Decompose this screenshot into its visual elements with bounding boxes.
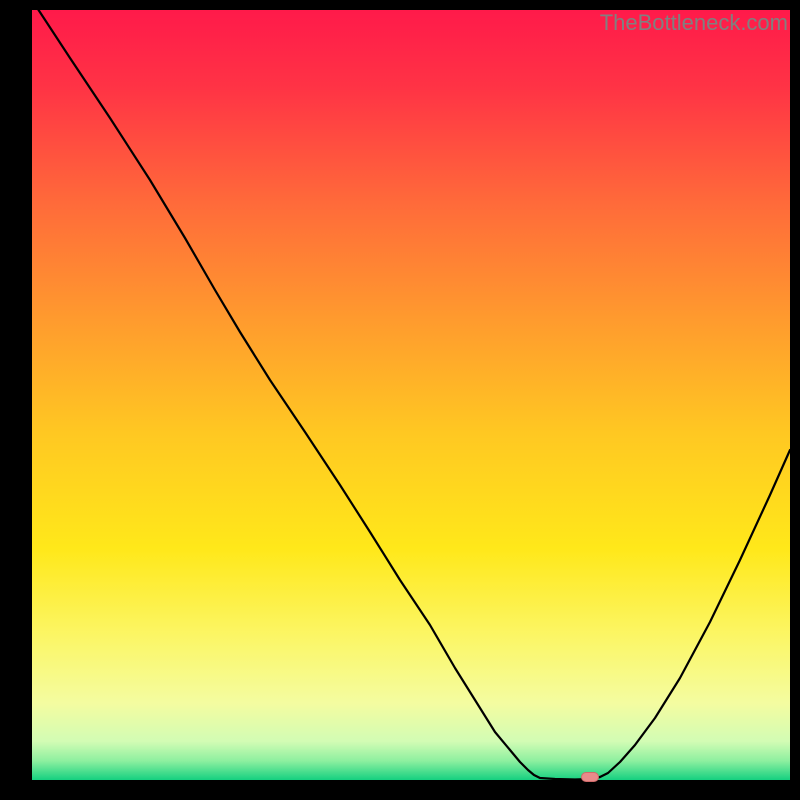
bottleneck-curve bbox=[32, 0, 790, 780]
plot-area bbox=[32, 10, 790, 780]
chart-container: TheBottleneck.com bbox=[0, 0, 800, 800]
curve-layer bbox=[32, 10, 790, 780]
optimum-marker bbox=[581, 772, 599, 782]
watermark-text: TheBottleneck.com bbox=[600, 10, 788, 36]
